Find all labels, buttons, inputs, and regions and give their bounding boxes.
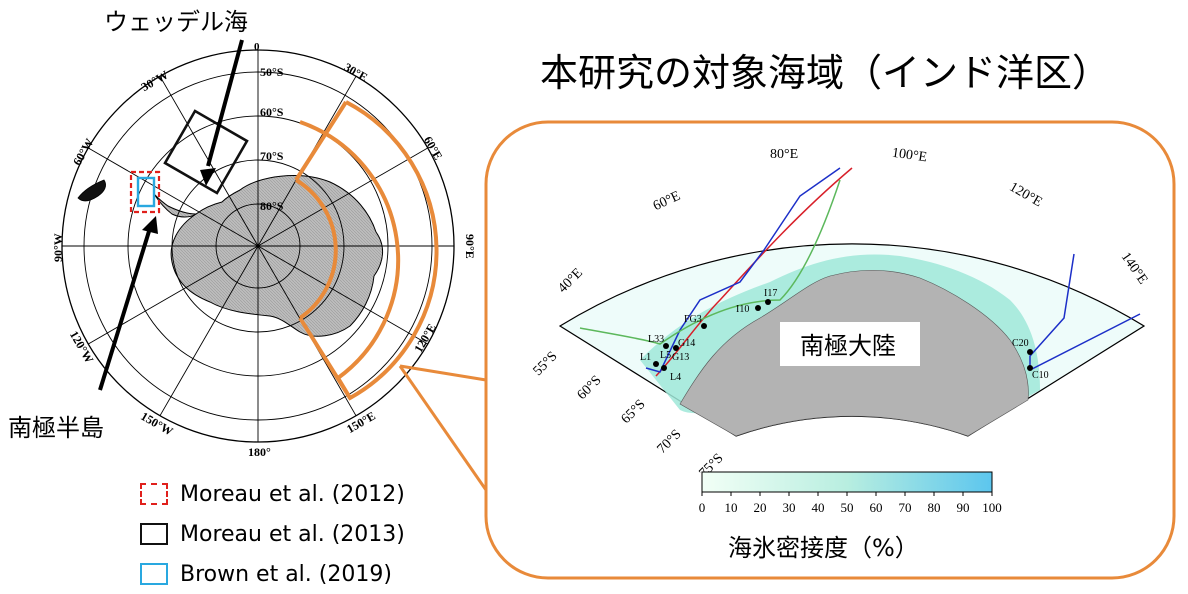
station-g14-label: G14 <box>678 338 695 349</box>
connector-line-bottom <box>398 365 488 491</box>
station-l4-marker <box>661 365 667 371</box>
colorbar-tick-label: 20 <box>754 500 767 515</box>
station-l33-label: L33 <box>648 334 664 345</box>
lon-label-180: 180° <box>248 445 271 459</box>
colorbar-ticks: 0 10 20 30 40 50 60 70 80 90 100 <box>699 492 1002 515</box>
colorbar-tick-label: 70 <box>899 500 912 515</box>
inset-lon-100e: 100°E <box>891 146 928 166</box>
meridian-line <box>159 245 259 416</box>
legend-item-moreau-2012: Moreau et al. (2012) <box>140 480 405 508</box>
track-green-west <box>579 179 841 345</box>
meridian-line <box>88 147 259 247</box>
track-blue-west <box>645 167 841 373</box>
meridian-line <box>88 245 259 345</box>
inset-lon-80e: 80°E <box>770 147 798 162</box>
colorbar-tick-label: 50 <box>841 500 854 515</box>
station-l4-label: L4 <box>670 372 681 383</box>
station-l1-label: L1 <box>640 352 651 363</box>
colorbar-tick-label: 30 <box>783 500 796 515</box>
station-i10-label: I10 <box>736 304 749 315</box>
colorbar-tick-label: 10 <box>725 500 738 515</box>
lat-label-60s: 60°S <box>260 105 284 119</box>
indian-ocean-sector-outline <box>299 100 439 401</box>
sector-edge-bottom <box>298 316 352 400</box>
weddell-sea-callout: ウェッデル海 <box>104 8 248 36</box>
moreau-2012-box <box>129 170 161 214</box>
brown-2019-box <box>136 176 156 208</box>
lon-label-0: 0 <box>254 41 260 53</box>
station-c10-label: C10 <box>1032 370 1049 381</box>
station-l33-marker <box>663 343 669 349</box>
station-g13-label: G13 <box>672 352 689 363</box>
sector-edge-top <box>294 100 348 182</box>
colorbar <box>701 471 993 493</box>
station-c20-label: C20 <box>1012 338 1029 349</box>
peninsula-arrowhead <box>142 216 158 234</box>
legend-swatch-black <box>140 523 168 545</box>
connector-line-top <box>399 364 487 382</box>
station-fg3-label: FG3 <box>684 314 702 325</box>
weddell-arrowhead <box>200 168 216 186</box>
station-g14-marker <box>673 345 679 351</box>
antarctic-peninsula-callout: 南極半島 <box>8 414 104 442</box>
lon-label-90e: 90°E <box>463 234 477 259</box>
station-i17-marker <box>765 299 771 305</box>
station-fg3-marker <box>701 323 707 329</box>
lat-label-50s: 50°S <box>260 65 284 79</box>
page-title: 本研究の対象海域（インド洋区） <box>540 51 1110 95</box>
station-c20-marker <box>1027 349 1033 355</box>
station-l1-marker <box>653 361 659 367</box>
colorbar-title: 海氷密接度（%） <box>728 534 919 562</box>
colorbar-tick-label: 80 <box>928 500 941 515</box>
legend-label-brown-2019: Brown et al. (2019) <box>180 561 392 587</box>
legend-label-moreau-2013: Moreau et al. (2013) <box>180 521 405 547</box>
station-i17-label: I17 <box>764 288 777 299</box>
south-america-tip <box>77 179 106 202</box>
peninsula-arrow <box>98 227 152 391</box>
track-red <box>655 167 853 377</box>
lon-label-90w: 90°W <box>51 233 65 262</box>
meridian-line <box>257 245 428 345</box>
legend-label-moreau-2012: Moreau et al. (2012) <box>180 481 405 507</box>
lat-label-70s: 70°S <box>260 149 284 163</box>
weddell-arrow <box>206 39 244 167</box>
track-blue-east <box>1029 253 1141 372</box>
station-c10-marker <box>1027 365 1033 371</box>
inset-panel: FG3 I10 I17 L33 L5 G14 L1 G13 L4 C20 C10… <box>484 120 1176 580</box>
stations: FG3 I10 I17 L33 L5 G14 L1 G13 L4 C20 C10 <box>640 288 1049 383</box>
legend-item-moreau-2013: Moreau et al. (2013) <box>140 520 405 548</box>
colorbar-tick-label: 40 <box>812 500 825 515</box>
colorbar-tick-label: 0 <box>699 500 706 515</box>
station-l5-label: L5 <box>660 350 671 361</box>
moreau-2013-box <box>163 109 249 195</box>
colorbar-tick-label: 60 <box>870 500 883 515</box>
continent-label: 南極大陸 <box>800 332 896 360</box>
colorbar-tick-label: 90 <box>957 500 970 515</box>
lat-label-80s: 80°S <box>260 199 284 213</box>
meridian-line <box>257 147 428 247</box>
polar-map: 0 30°E 60°E 90°E 120°E 150°E 180° 150°W … <box>8 8 477 459</box>
legend-swatch-red-dashed <box>140 483 168 505</box>
continent-label-bg <box>780 322 920 366</box>
legend-swatch-blue <box>140 563 168 585</box>
legend-item-brown-2019: Brown et al. (2019) <box>140 560 392 588</box>
indian-ocean-coast-arc <box>294 178 338 320</box>
colorbar-tick-label: 100 <box>982 500 1002 515</box>
station-i10-marker <box>755 305 761 311</box>
